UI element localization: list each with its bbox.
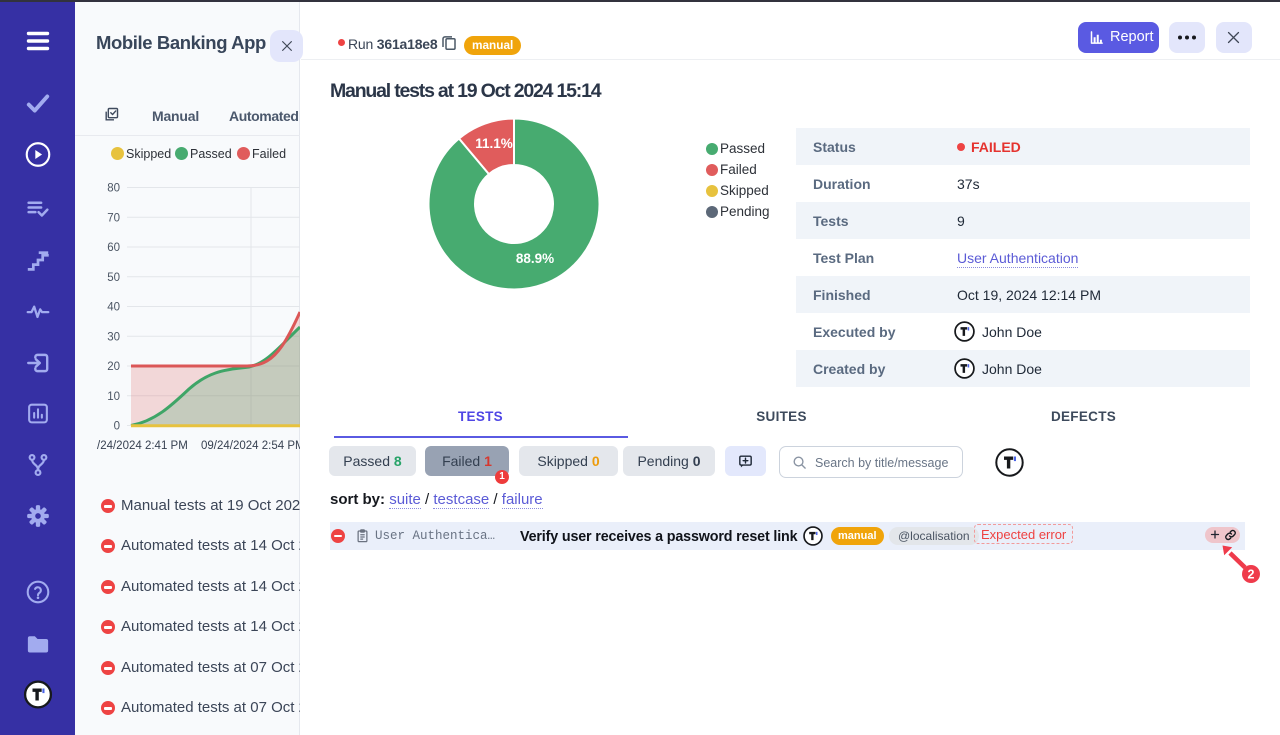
svg-text:30: 30 <box>107 331 120 343</box>
svg-text:11.1%: 11.1% <box>475 136 513 151</box>
svg-text:0: 0 <box>114 421 120 433</box>
svg-text:70: 70 <box>107 212 120 224</box>
svg-text:88.9%: 88.9% <box>516 251 554 266</box>
svg-text:2: 2 <box>1248 567 1255 581</box>
svg-text:60: 60 <box>107 242 120 254</box>
svg-text:/24/2024 2:41 PM: /24/2024 2:41 PM <box>97 440 188 452</box>
svg-text:40: 40 <box>107 302 120 314</box>
svg-text:20: 20 <box>107 361 120 373</box>
svg-text:09/24/2024 2:54 PM: 09/24/2024 2:54 PM <box>201 440 300 452</box>
svg-text:10: 10 <box>107 391 120 403</box>
svg-text:50: 50 <box>107 272 120 284</box>
svg-text:80: 80 <box>107 183 120 195</box>
